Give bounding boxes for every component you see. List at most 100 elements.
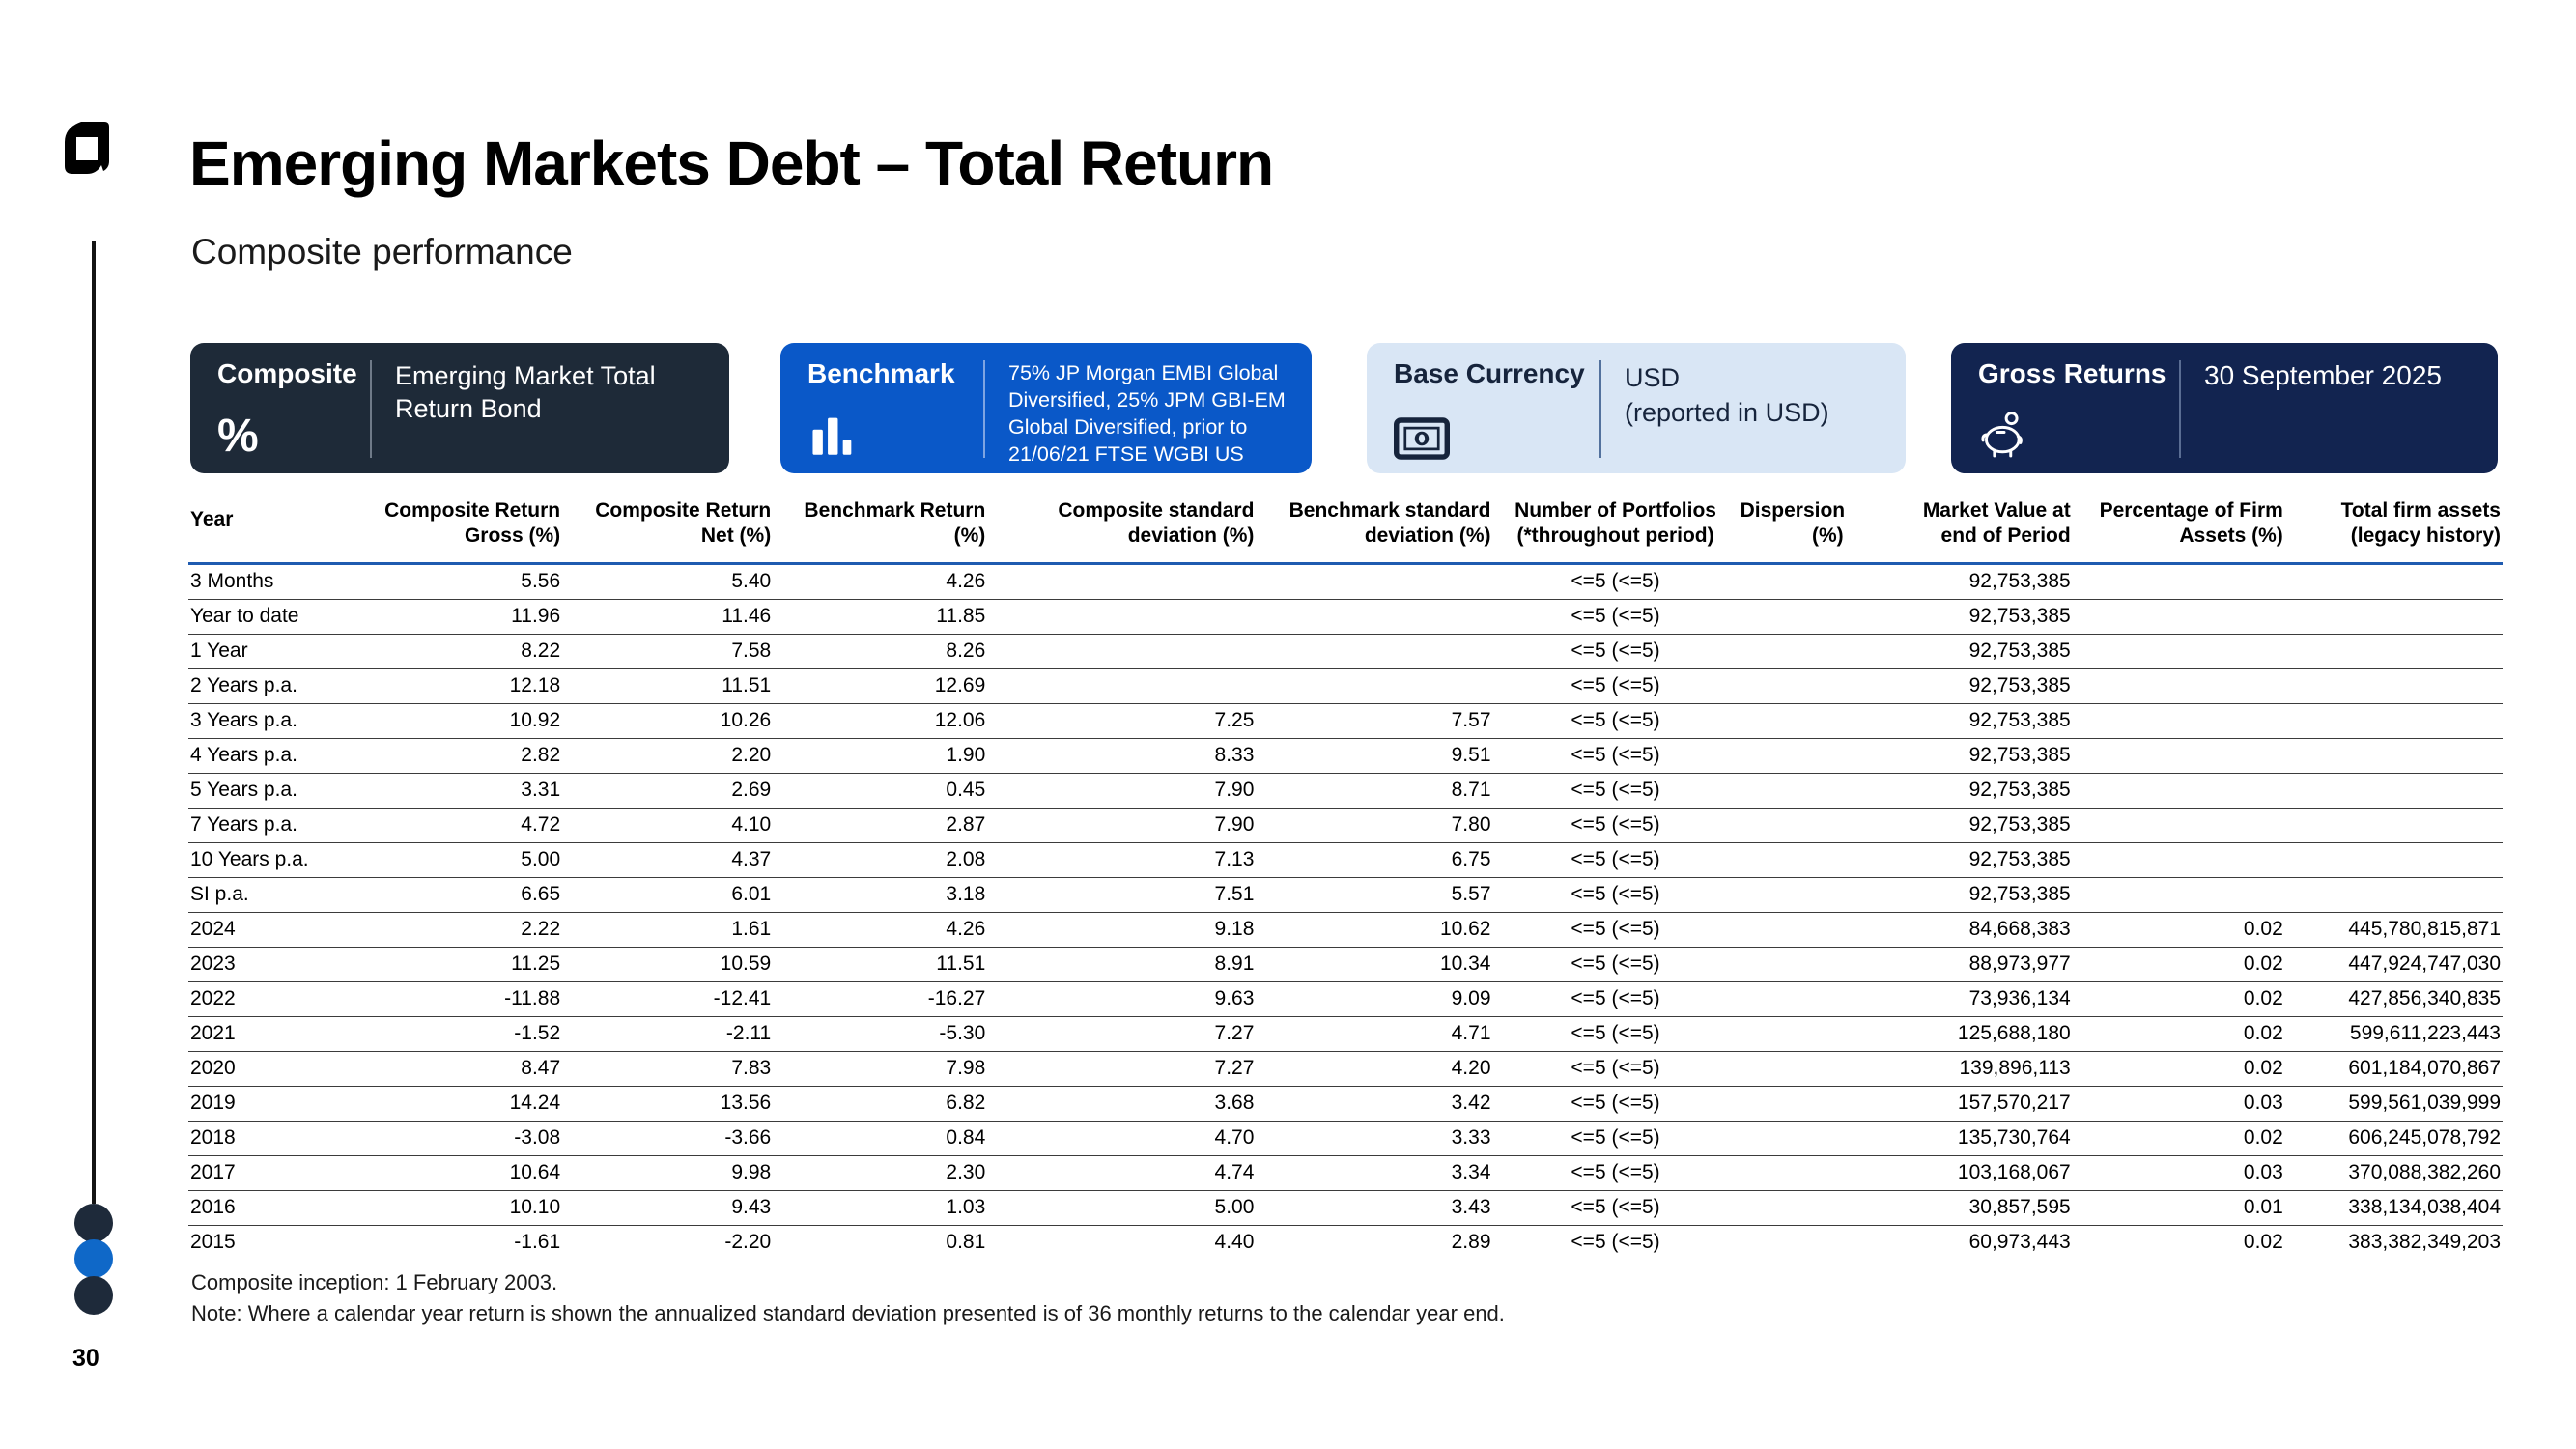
col-header-composite_return_net: Composite Return Net (%) (595, 499, 772, 548)
cell-year: Year to date (190, 604, 299, 627)
cell-dispersion (1739, 1155, 1846, 1190)
cell-composite_return_gross: 10.92 (509, 708, 561, 731)
cell-dispersion (1739, 563, 1846, 599)
col-header-num_portfolios: Number of Portfolios (*throughout period… (1514, 499, 1716, 548)
cell-pct_firm_assets (2073, 563, 2285, 599)
cell-benchmark_std_dev: 2.89 (1451, 1230, 1491, 1253)
cell-dispersion (1739, 808, 1846, 842)
cell-composite_return_gross: 6.65 (521, 882, 561, 905)
card-divider (1599, 360, 1601, 458)
cell-benchmark_std_dev: 3.42 (1451, 1091, 1491, 1114)
cell-composite_std_dev: 7.90 (1214, 778, 1255, 801)
cell-num_portfolios: <=5 (<=5) (1571, 1125, 1660, 1149)
cell-benchmark_std_dev: 5.57 (1451, 882, 1491, 905)
cell-benchmark_std_dev: 4.71 (1451, 1021, 1491, 1044)
cell-composite_return_net: 10.59 (720, 952, 772, 975)
cell-composite_std_dev (987, 668, 1256, 703)
cell-composite_return_gross: -3.08 (514, 1125, 561, 1149)
col-header-composite_return_gross: Composite Return Gross (%) (384, 499, 561, 548)
cell-composite_return_gross: 2.22 (521, 917, 561, 940)
cell-composite_std_dev: 7.90 (1214, 812, 1255, 836)
cell-total_firm_assets (2285, 738, 2503, 773)
cell-composite_std_dev: 8.91 (1214, 952, 1255, 975)
cell-num_portfolios: <=5 (<=5) (1571, 986, 1660, 1009)
cell-market_value: 84,668,383 (1968, 917, 2071, 940)
cell-pct_firm_assets: 0.02 (2243, 986, 2283, 1009)
col-header-benchmark_std_dev: Benchmark standard deviation (%) (1288, 499, 1491, 548)
table-row: Year to date 11.96 11.46 11.85 <=5 (<=5) 92,7… (188, 599, 2503, 634)
cell-composite_std_dev: 7.27 (1214, 1056, 1255, 1079)
cell-total_firm_assets (2285, 877, 2503, 912)
brand-logo-icon (65, 122, 109, 174)
cell-market_value: 92,753,385 (1968, 604, 2071, 627)
cell-total_firm_assets: 383,382,349,203 (2348, 1230, 2501, 1253)
cell-benchmark_return: 7.98 (946, 1056, 986, 1079)
cell-composite_std_dev (987, 634, 1256, 668)
cell-num_portfolios: <=5 (<=5) (1571, 882, 1660, 905)
cell-num_portfolios: <=5 (<=5) (1571, 917, 1660, 940)
cell-composite_std_dev: 7.25 (1214, 708, 1255, 731)
cell-total_firm_assets: 606,245,078,792 (2348, 1125, 2501, 1149)
cell-composite_return_gross: 2.82 (521, 743, 561, 766)
cell-benchmark_std_dev: 9.51 (1451, 743, 1491, 766)
cell-total_firm_assets: 445,780,815,871 (2348, 917, 2501, 940)
benchmark-card: Benchmark 75% JP Morgan EMBI Global Dive… (780, 343, 1312, 473)
cell-benchmark_return: 1.90 (946, 743, 986, 766)
cell-benchmark_return: 3.18 (946, 882, 986, 905)
benchmark-card-value: 75% JP Morgan EMBI Global Diversified, 2… (1008, 361, 1286, 466)
cell-composite_return_gross: -11.88 (504, 986, 561, 1009)
cell-benchmark_return: 2.30 (946, 1160, 986, 1183)
cell-benchmark_return: 6.82 (946, 1091, 986, 1114)
cell-benchmark_return: 12.06 (934, 708, 986, 731)
cell-total_firm_assets: 370,088,382,260 (2348, 1160, 2501, 1183)
cell-market_value: 92,753,385 (1968, 812, 2071, 836)
page-subtitle: Composite performance (191, 232, 573, 271)
cell-dispersion (1739, 1190, 1846, 1225)
dot-dark-top (74, 1204, 113, 1242)
cell-composite_return_net: 9.43 (731, 1195, 772, 1218)
cell-dispersion (1739, 738, 1846, 773)
cell-composite_return_gross: -1.52 (514, 1021, 561, 1044)
cell-market_value: 139,896,113 (1959, 1056, 2071, 1079)
col-header-market_value: Market Value at end of Period (1922, 499, 2071, 548)
cell-total_firm_assets (2285, 634, 2503, 668)
left-rule (92, 242, 96, 1204)
cell-composite_return_net: 4.37 (731, 847, 772, 870)
table-row: 5 Years p.a. 3.31 2.69 0.45 7.90 8.71 <=5 (<=5… (188, 773, 2503, 808)
cell-num_portfolios: <=5 (<=5) (1571, 847, 1660, 870)
bar-chart-icon (812, 417, 852, 455)
cell-year: 2020 (190, 1056, 236, 1079)
cell-composite_return_gross: 5.00 (521, 847, 561, 870)
col-header-dispersion: Dispersion (%) (1740, 499, 1846, 548)
base-currency-card-value: USD (reported in USD) (1601, 358, 1829, 460)
cell-year: 2019 (190, 1091, 236, 1114)
cell-total_firm_assets (2285, 773, 2503, 808)
cell-market_value: 92,753,385 (1968, 743, 2071, 766)
cell-market_value: 92,753,385 (1968, 847, 2071, 870)
cell-benchmark_return: -16.27 (927, 986, 986, 1009)
cell-num_portfolios: <=5 (<=5) (1571, 952, 1660, 975)
cell-market_value: 73,936,134 (1968, 986, 2071, 1009)
page-number: 30 (72, 1345, 99, 1372)
cell-benchmark_std_dev: 3.33 (1451, 1125, 1491, 1149)
cell-total_firm_assets: 427,856,340,835 (2348, 986, 2501, 1009)
cell-benchmark_return: 4.26 (946, 569, 986, 592)
cell-benchmark_return: 11.51 (936, 952, 986, 975)
cell-composite_std_dev: 7.13 (1214, 847, 1255, 870)
cell-year: SI p.a. (190, 882, 249, 905)
cell-year: 4 Years p.a. (190, 743, 297, 766)
cell-composite_return_gross: 3.31 (521, 778, 561, 801)
table-row: 2017 10.64 9.98 2.30 4.74 3.34 <=5 (<=5) 103,16… (188, 1155, 2503, 1190)
cell-pct_firm_assets: 0.02 (2243, 1021, 2283, 1044)
piggy-bank-icon (1981, 412, 2023, 458)
cell-year: 1 Year (190, 639, 248, 662)
cell-num_portfolios: <=5 (<=5) (1571, 708, 1660, 731)
cell-benchmark_return: 1.03 (946, 1195, 986, 1218)
cell-pct_firm_assets: 0.01 (2243, 1195, 2283, 1218)
table-row: 2 Years p.a. 12.18 11.51 12.69 <=5 (<=5) 92,7… (188, 668, 2503, 703)
cell-composite_return_net: 1.61 (731, 917, 772, 940)
cell-composite_return_gross: 14.24 (509, 1091, 561, 1114)
card-divider (983, 360, 985, 458)
table-row: 7 Years p.a. 4.72 4.10 2.87 7.90 7.80 <=5 (<=5… (188, 808, 2503, 842)
cell-benchmark_std_dev: 4.20 (1451, 1056, 1491, 1079)
